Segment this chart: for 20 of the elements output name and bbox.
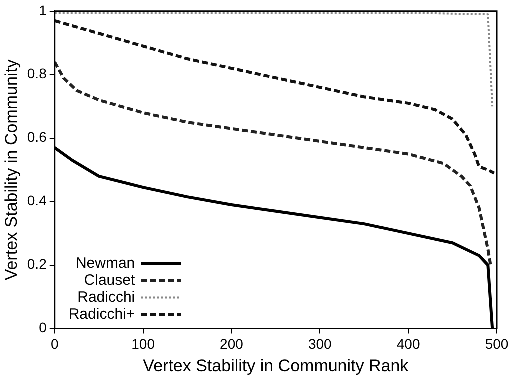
legend-label: Radicchi+ xyxy=(68,306,136,323)
x-tick-label: 400 xyxy=(396,336,420,352)
y-tick-label: 0.8 xyxy=(27,66,48,82)
line-series xyxy=(54,60,492,267)
y-tick-label: 0.2 xyxy=(27,256,48,272)
x-tick-label: 0 xyxy=(50,336,59,352)
y-tick-label: 1 xyxy=(39,2,48,18)
line-series xyxy=(54,19,496,175)
legend-label: Newman xyxy=(76,254,136,272)
legend-label: Clauset xyxy=(84,272,136,289)
y-axis-title: Vertex Stability in Community xyxy=(2,59,21,281)
legend-label: Radicchi xyxy=(78,288,136,306)
x-tick-label: 100 xyxy=(132,336,156,352)
y-tick-label: 0.6 xyxy=(27,129,48,146)
x-tick-label: 300 xyxy=(308,336,332,352)
x-tick-label: 500 xyxy=(485,336,509,352)
x-axis-title: Vertex Stability in Community Rank xyxy=(143,356,410,376)
x-tick-label: 200 xyxy=(220,336,244,352)
y-tick-label: 0 xyxy=(39,320,48,336)
y-tick-label: 0.4 xyxy=(27,192,48,209)
